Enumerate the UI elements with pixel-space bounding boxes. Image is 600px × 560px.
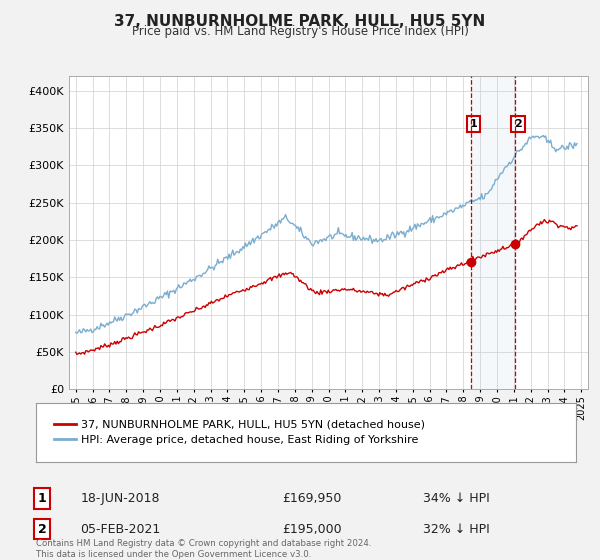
Text: Price paid vs. HM Land Registry's House Price Index (HPI): Price paid vs. HM Land Registry's House … xyxy=(131,25,469,38)
Text: 2: 2 xyxy=(514,119,522,129)
Text: 1: 1 xyxy=(470,119,478,129)
Text: 1: 1 xyxy=(38,492,46,505)
Legend: 37, NUNBURNHOLME PARK, HULL, HU5 5YN (detached house), HPI: Average price, detac: 37, NUNBURNHOLME PARK, HULL, HU5 5YN (de… xyxy=(47,413,432,452)
Text: 32% ↓ HPI: 32% ↓ HPI xyxy=(422,522,490,536)
Text: 2: 2 xyxy=(38,522,46,536)
Text: 34% ↓ HPI: 34% ↓ HPI xyxy=(422,492,490,505)
Text: 37, NUNBURNHOLME PARK, HULL, HU5 5YN: 37, NUNBURNHOLME PARK, HULL, HU5 5YN xyxy=(115,14,485,29)
Text: 05-FEB-2021: 05-FEB-2021 xyxy=(80,522,160,536)
Text: £195,000: £195,000 xyxy=(282,522,342,536)
Text: £169,950: £169,950 xyxy=(283,492,341,505)
Text: Contains HM Land Registry data © Crown copyright and database right 2024.
This d: Contains HM Land Registry data © Crown c… xyxy=(36,539,371,559)
Text: 18-JUN-2018: 18-JUN-2018 xyxy=(80,492,160,505)
Bar xyxy=(471,76,515,389)
